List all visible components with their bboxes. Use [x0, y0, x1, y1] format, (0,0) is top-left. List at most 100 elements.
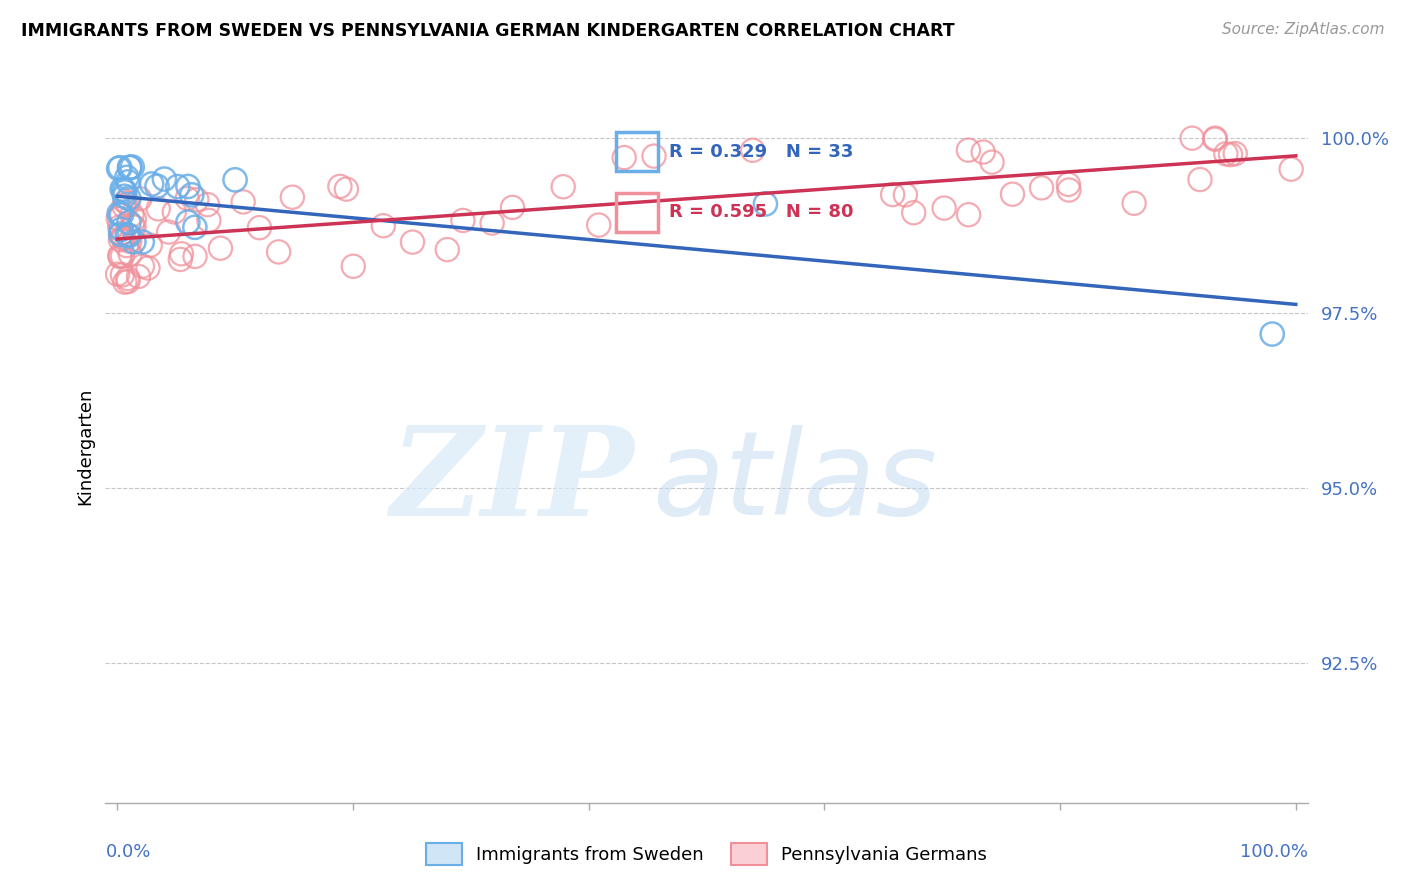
Point [281, 190, 304, 204]
Point [124, 211, 146, 226]
Point [131, 235, 153, 249]
Text: atlas: atlas [652, 425, 938, 539]
Point [122, 220, 145, 235]
Point [111, 268, 134, 282]
Point [1057, 178, 1080, 192]
Legend: Immigrants from Sweden, Pennsylvania Germans: Immigrants from Sweden, Pennsylvania Ger… [419, 836, 994, 872]
Point [176, 192, 198, 206]
Point [148, 202, 170, 216]
Point [110, 208, 132, 222]
Text: Source: ZipAtlas.com: Source: ZipAtlas.com [1222, 22, 1385, 37]
Point [451, 213, 474, 227]
Point [741, 143, 763, 157]
Point [882, 187, 904, 202]
Point [267, 244, 290, 259]
Point [342, 259, 364, 273]
Y-axis label: Kindergarten: Kindergarten [76, 387, 94, 505]
Point [117, 196, 139, 211]
Point [643, 149, 665, 163]
Point [107, 161, 129, 176]
Point [108, 207, 131, 221]
Point [502, 201, 524, 215]
Point [894, 187, 917, 202]
Point [613, 151, 636, 165]
Point [121, 160, 143, 174]
Point [957, 143, 980, 157]
Point [224, 173, 246, 187]
Point [170, 247, 193, 261]
Point [1188, 172, 1211, 186]
Point [110, 233, 132, 247]
Point [169, 252, 191, 267]
Text: ZIP: ZIP [391, 421, 634, 542]
Point [131, 259, 153, 273]
Point [184, 220, 207, 235]
Point [177, 215, 200, 229]
Point [1225, 146, 1247, 161]
Point [157, 225, 180, 239]
Point [1057, 183, 1080, 197]
Point [118, 161, 141, 175]
Point [114, 185, 136, 199]
Point [153, 172, 176, 186]
Point [957, 208, 980, 222]
Point [127, 269, 149, 284]
Point [108, 161, 131, 175]
Point [1031, 181, 1053, 195]
Point [141, 177, 163, 191]
Point [117, 274, 139, 288]
Point [117, 271, 139, 285]
Text: 0.0%: 0.0% [105, 843, 150, 861]
Point [232, 194, 254, 209]
Point [114, 275, 136, 289]
Point [136, 261, 159, 276]
Point [110, 227, 132, 241]
Point [249, 220, 271, 235]
Point [111, 182, 134, 196]
Point [198, 213, 221, 227]
Point [1279, 162, 1302, 177]
Point [166, 179, 188, 194]
Point [107, 211, 129, 226]
Point [401, 235, 423, 249]
Point [436, 243, 458, 257]
Point [139, 238, 162, 252]
Point [754, 197, 776, 211]
Point [111, 249, 134, 263]
Point [373, 219, 395, 233]
Point [110, 227, 132, 242]
Point [111, 230, 134, 244]
Point [112, 199, 135, 213]
Point [115, 170, 138, 185]
Point [129, 192, 152, 206]
Point [118, 228, 141, 243]
Point [112, 183, 135, 197]
Point [1219, 147, 1241, 161]
Point [114, 194, 136, 209]
Point [146, 179, 169, 194]
Point [110, 222, 132, 236]
Point [934, 201, 956, 215]
Point [177, 179, 200, 194]
Point [121, 208, 143, 222]
Point [118, 161, 141, 175]
Point [108, 250, 131, 264]
Point [1261, 327, 1284, 342]
Point [184, 249, 207, 263]
Point [1215, 146, 1237, 161]
Point [115, 238, 138, 252]
Point [981, 155, 1004, 169]
Point [335, 182, 357, 196]
Point [1204, 132, 1226, 146]
Point [481, 216, 503, 230]
Point [553, 179, 575, 194]
Point [117, 227, 139, 242]
Point [110, 207, 132, 221]
Point [108, 220, 131, 235]
Point [329, 179, 352, 194]
Point [118, 215, 141, 229]
Point [120, 247, 142, 261]
Point [903, 205, 925, 219]
Point [180, 187, 202, 202]
Text: 100.0%: 100.0% [1240, 843, 1308, 861]
